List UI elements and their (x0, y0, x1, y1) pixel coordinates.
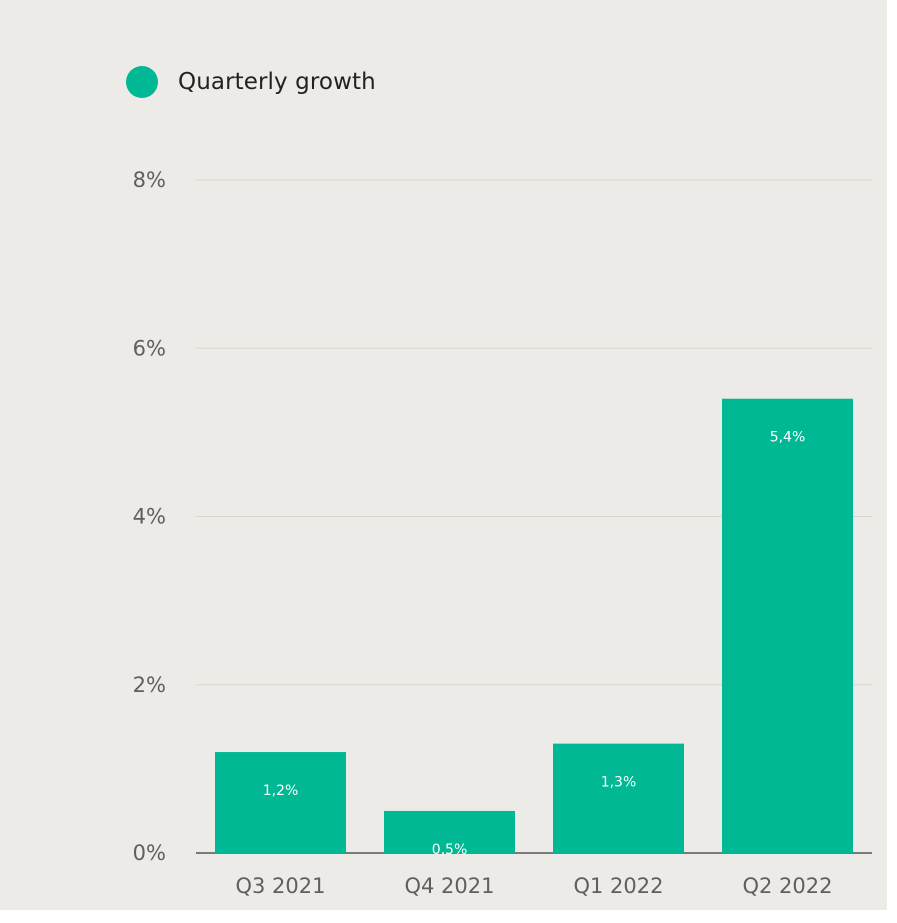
legend: Quarterly growth (126, 66, 376, 98)
category-label: Q1 2022 (573, 874, 663, 898)
bar (553, 743, 684, 853)
y-tick-label: 8% (133, 168, 166, 192)
y-tick-label: 4% (133, 505, 166, 529)
legend-label: Quarterly growth (178, 69, 376, 95)
y-tick-label: 2% (133, 673, 166, 697)
data-label: 5,4% (770, 430, 806, 446)
bar (215, 752, 346, 853)
legend-swatch (126, 66, 158, 98)
bar-chart: 0% 2% 4% 6% 8% 1,2% Q3 2021 0,5% Q4 2021 1,3% Q1 2… (133, 168, 872, 898)
data-label: 1,3% (601, 775, 637, 791)
category-label: Q2 2022 (742, 874, 832, 898)
y-tick-label: 0% (133, 841, 166, 865)
data-label: 0,5% (432, 842, 468, 858)
data-label: 1,2% (263, 783, 299, 799)
bar (384, 810, 515, 853)
y-tick-label: 6% (133, 336, 166, 360)
category-label: Q4 2021 (404, 874, 494, 898)
chart-card: Quarterly growth 0% 2% 4% 6% 8% 1,2% Q3 2021 0,… (0, 0, 887, 910)
category-label: Q3 2021 (235, 874, 325, 898)
bar (722, 398, 853, 853)
